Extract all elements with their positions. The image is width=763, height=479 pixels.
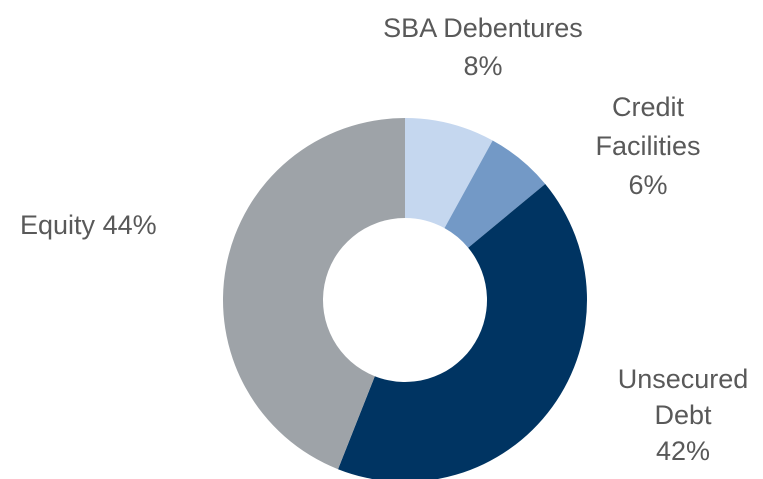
slice [338, 183, 587, 479]
slice-label: Unsecured Debt 42% [598, 361, 763, 469]
value-label: 42% [655, 436, 711, 466]
slice [444, 140, 546, 248]
slice [222, 118, 405, 470]
slice-label: Equity 44% [20, 206, 157, 244]
value-label: 8% [463, 51, 503, 81]
category-name: SBA Debentures [383, 13, 583, 43]
value-label: 6% [628, 170, 668, 200]
category-name: Unsecured Debt [617, 364, 749, 430]
slice-label: Credit Facilities 6% [573, 88, 723, 205]
slice-label: SBA Debentures 8% [383, 9, 583, 85]
category-name: Equity [20, 210, 96, 240]
slice [405, 118, 493, 229]
value-label: 44% [102, 210, 157, 240]
category-name: Credit Facilities [595, 92, 701, 161]
